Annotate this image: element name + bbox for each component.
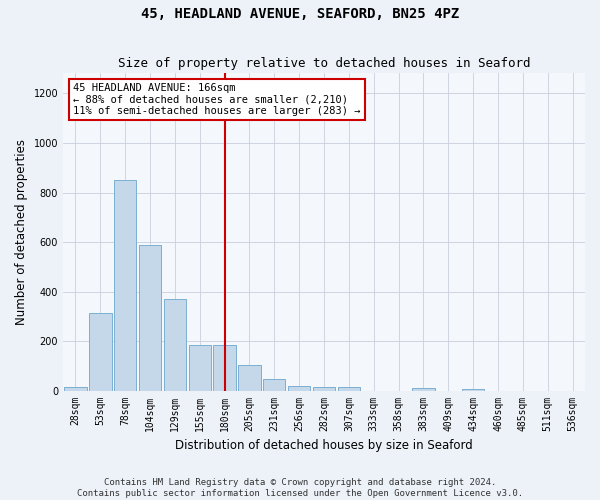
Text: 45 HEADLAND AVENUE: 166sqm
← 88% of detached houses are smaller (2,210)
11% of s: 45 HEADLAND AVENUE: 166sqm ← 88% of deta…	[73, 83, 361, 116]
Text: 45, HEADLAND AVENUE, SEAFORD, BN25 4PZ: 45, HEADLAND AVENUE, SEAFORD, BN25 4PZ	[141, 8, 459, 22]
Bar	[164, 299, 186, 391]
Bar	[188, 345, 211, 391]
Bar	[114, 180, 136, 391]
Bar	[412, 388, 434, 391]
Bar	[462, 388, 484, 391]
Bar	[338, 388, 360, 391]
Bar	[313, 386, 335, 391]
Y-axis label: Number of detached properties: Number of detached properties	[15, 139, 28, 325]
Text: Contains HM Land Registry data © Crown copyright and database right 2024.
Contai: Contains HM Land Registry data © Crown c…	[77, 478, 523, 498]
Bar	[139, 244, 161, 391]
Bar	[64, 388, 86, 391]
Bar	[288, 386, 310, 391]
Bar	[89, 313, 112, 391]
Bar	[238, 365, 260, 391]
Title: Size of property relative to detached houses in Seaford: Size of property relative to detached ho…	[118, 56, 530, 70]
Bar	[263, 379, 286, 391]
Bar	[214, 345, 236, 391]
X-axis label: Distribution of detached houses by size in Seaford: Distribution of detached houses by size …	[175, 440, 473, 452]
